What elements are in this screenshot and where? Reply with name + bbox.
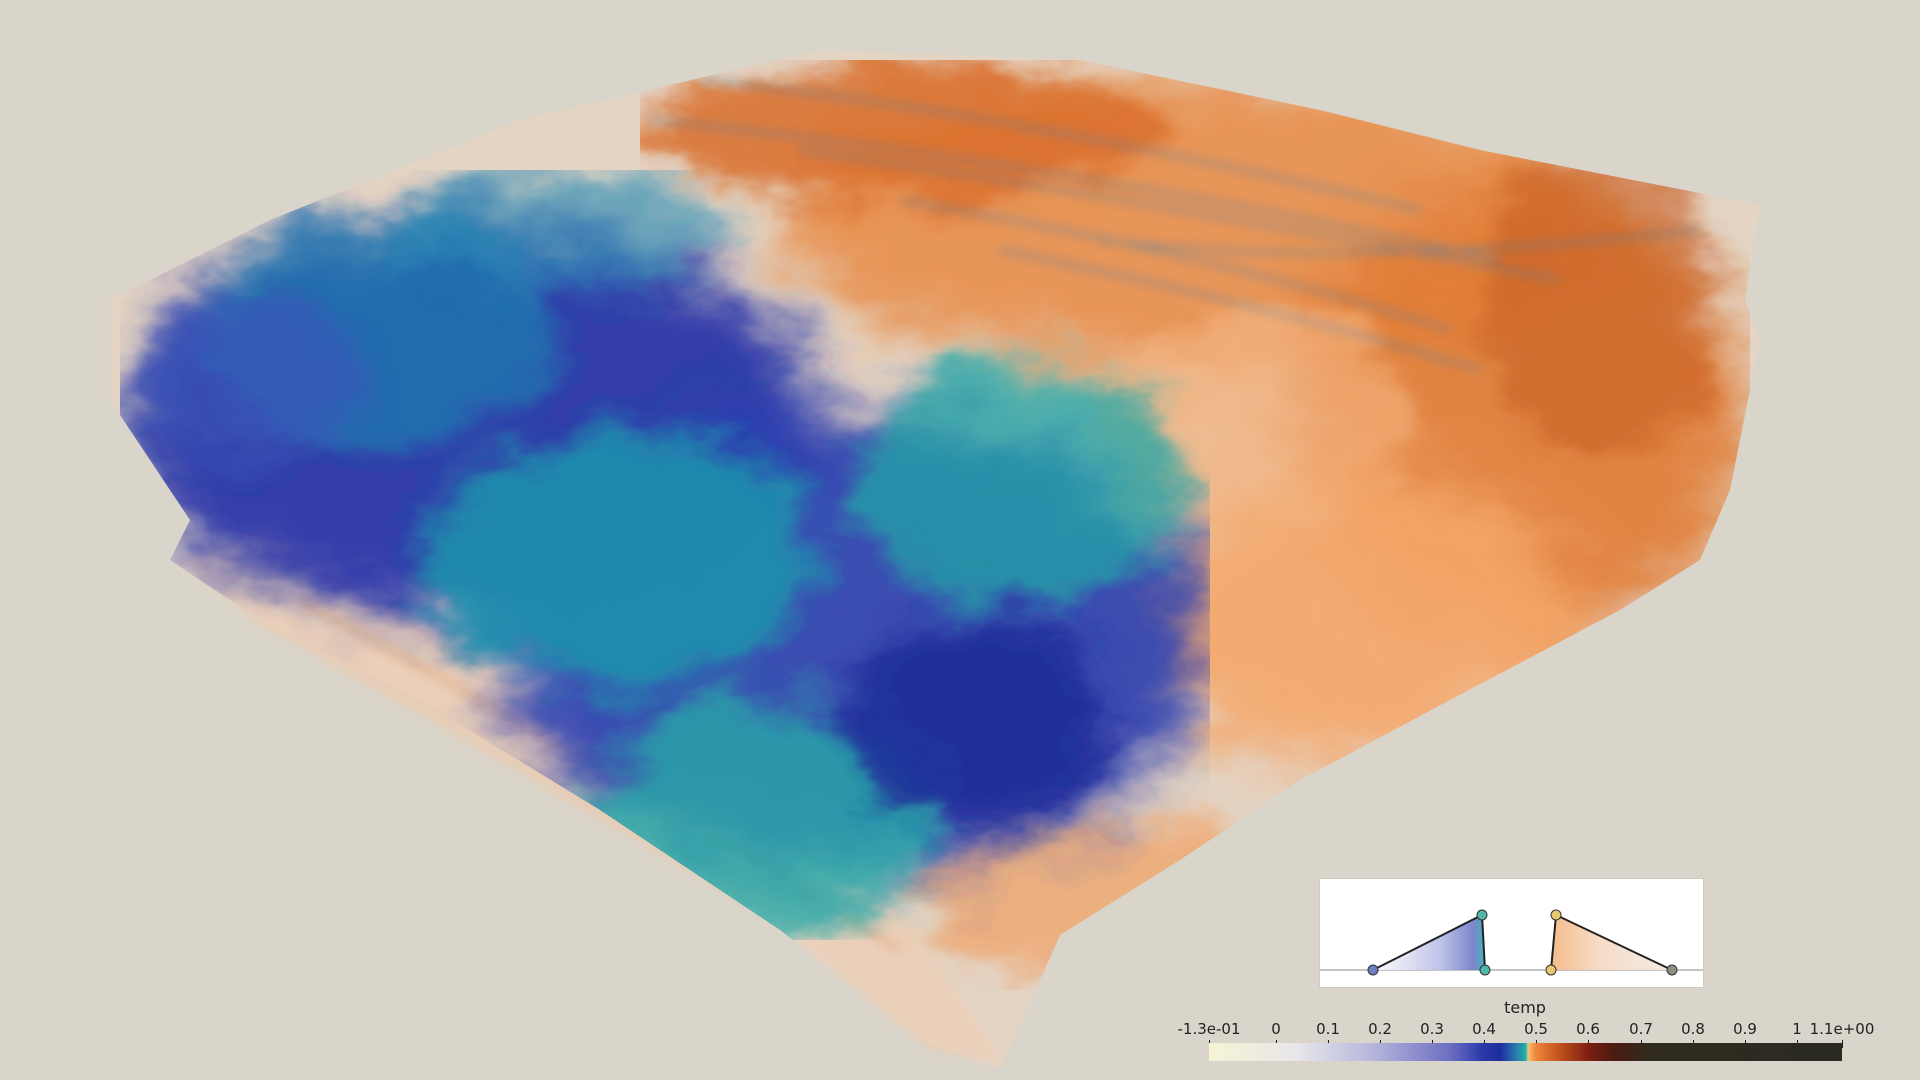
color-legend-tick-label: 0.6 <box>1576 1020 1600 1038</box>
color-legend-tick-label: 0.8 <box>1681 1020 1705 1038</box>
color-legend: temp -1.3e-01 0 0.1 0.2 0.3 0.4 0.5 0.6 0.7 0.8 0.… <box>1177 998 1880 1080</box>
color-legend-tick-label: 0.1 <box>1316 1020 1340 1038</box>
color-legend-tick-label: 0.5 <box>1524 1020 1548 1038</box>
color-legend-bar <box>1209 1043 1842 1061</box>
tf-control-point[interactable] <box>1545 964 1557 976</box>
tf-control-point[interactable] <box>1476 909 1488 921</box>
tf-control-point[interactable] <box>1479 964 1491 976</box>
color-legend-tick-label: 0.2 <box>1368 1020 1392 1038</box>
color-legend-tick-label: -1.3e-01 <box>1177 1020 1241 1038</box>
tf-control-point[interactable] <box>1666 964 1678 976</box>
color-legend-tick-label: 0.9 <box>1733 1020 1757 1038</box>
color-legend-tick-label: 1.1e+00 <box>1809 1020 1875 1038</box>
surface-streaks <box>649 78 1701 372</box>
transfer-function-editor[interactable] <box>1320 879 1703 987</box>
tf-control-point[interactable] <box>1367 964 1379 976</box>
color-legend-tick <box>1842 1040 1843 1048</box>
color-legend-tick-label: 0.4 <box>1472 1020 1496 1038</box>
color-legend-tick-label: 0 <box>1271 1020 1281 1038</box>
color-legend-tick-label: 0.7 <box>1629 1020 1653 1038</box>
color-legend-tick-label: 1 <box>1792 1020 1802 1038</box>
color-legend-tick-label: 0.3 <box>1420 1020 1444 1038</box>
tf-control-point[interactable] <box>1550 909 1562 921</box>
